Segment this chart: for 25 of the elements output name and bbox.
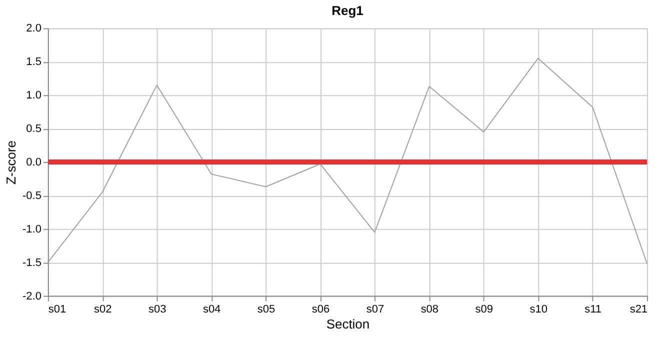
x-tick-label: s03 <box>148 303 166 316</box>
x-tick-label: s11 <box>584 303 602 316</box>
y-axis-title: Z-score <box>4 140 19 184</box>
y-tick-label: 1.5 <box>26 56 42 68</box>
x-tick-label: s21 <box>630 303 648 316</box>
y-tick-label: -0.5 <box>22 190 42 202</box>
y-tick-label: 0.5 <box>26 123 42 136</box>
x-tick-label: s10 <box>530 303 548 316</box>
y-tick-label: 0.0 <box>26 156 42 169</box>
y-tick-label: -1.0 <box>22 223 42 236</box>
y-tick-label: -2.0 <box>22 290 42 302</box>
x-tick-label: s04 <box>202 303 221 316</box>
y-tick-label: 2.0 <box>26 22 42 35</box>
x-tick-label: s01 <box>48 303 66 316</box>
y-tick-label: -1.5 <box>22 256 42 269</box>
x-tick-label: s02 <box>94 303 112 316</box>
y-tick-label: 1.0 <box>26 90 42 102</box>
x-axis-title: Section <box>326 316 370 332</box>
chart-title: Reg1 <box>332 3 364 18</box>
x-tick-label: s08 <box>420 303 439 316</box>
x-tick-label: s05 <box>257 303 276 316</box>
x-tick-label: s09 <box>475 303 493 316</box>
line-series <box>47 58 648 264</box>
x-tick-label: s06 <box>312 303 330 316</box>
x-tick-label: s07 <box>366 303 384 316</box>
